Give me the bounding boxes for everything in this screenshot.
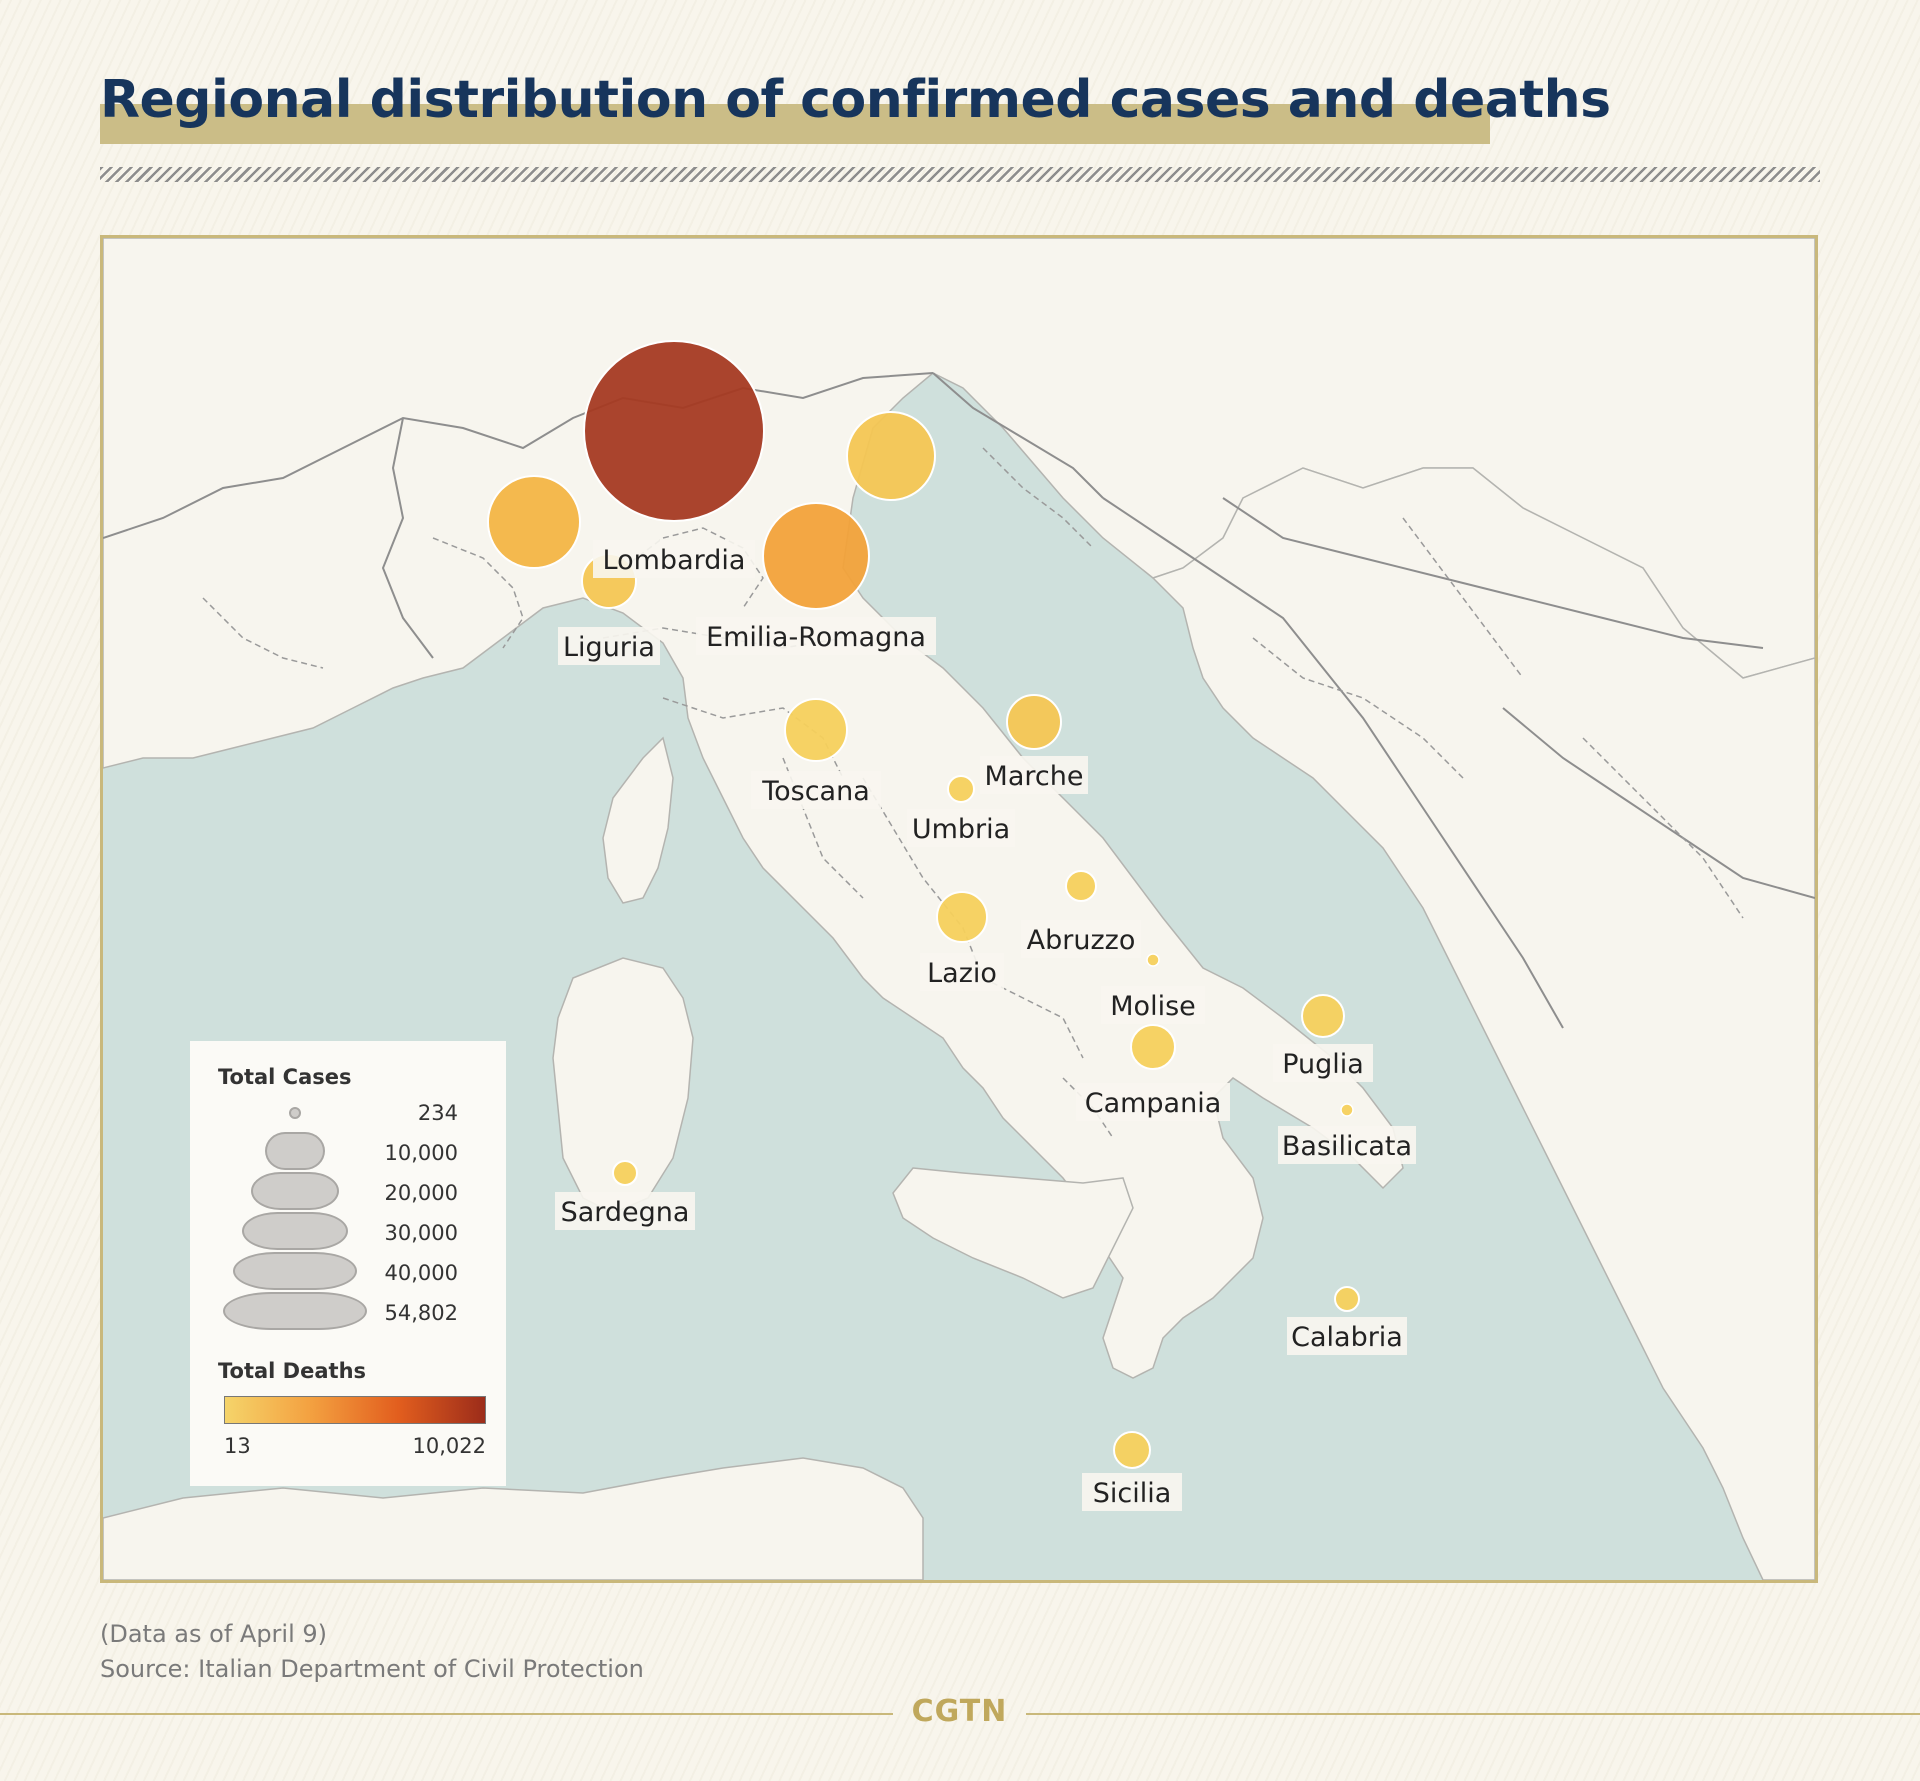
region-border-north-b	[982, 447, 1094, 549]
bubble-toscana[interactable]	[784, 698, 848, 762]
map-canvas[interactable]: Lombardia Emilia-Romagna Liguria Toscana…	[103, 238, 1815, 1580]
country-border-balkans-1	[1102, 497, 1564, 1029]
label-campania: Campania	[1085, 1088, 1222, 1119]
legend-size-swatch-1	[289, 1107, 301, 1119]
label-sicilia: Sicilia	[1093, 1478, 1172, 1509]
hatched-divider	[100, 167, 1820, 182]
label-puglia: Puglia	[1282, 1049, 1364, 1080]
label-molise: Molise	[1110, 991, 1196, 1022]
bubble-umbria[interactable]	[947, 775, 975, 803]
bubble-sicilia[interactable]	[1113, 1431, 1151, 1469]
region-bubbles	[487, 340, 1360, 1469]
legend-color-max: 10,022	[412, 1434, 486, 1458]
country-border-balkans-3	[1502, 707, 1815, 899]
legend-deaths-title: Total Deaths	[218, 1359, 367, 1383]
label-basilicata: Basilicata	[1282, 1131, 1412, 1162]
legend-size-value-4: 30,000	[384, 1221, 458, 1245]
label-liguria: Liguria	[563, 632, 655, 663]
land-corsica	[602, 736, 674, 904]
country-border-balkans-2	[1222, 497, 1764, 649]
page-title: Regional distribution of confirmed cases…	[100, 70, 1611, 130]
country-border-france	[381, 417, 434, 659]
country-border-slovenia	[932, 372, 1104, 499]
label-umbria: Umbria	[912, 814, 1010, 845]
legend-color-gradient	[224, 1396, 486, 1424]
bubble-calabria[interactable]	[1334, 1286, 1360, 1312]
region-border-balkans-c	[1582, 737, 1744, 919]
legend-color-min: 13	[224, 1434, 251, 1458]
map-legend: Total Cases 234 10,000 20,000 30,000 40,…	[190, 1041, 506, 1486]
region-border-piemonte	[432, 537, 524, 649]
bubble-veneto[interactable]	[846, 411, 936, 501]
region-border-central-1	[782, 757, 864, 899]
legend-size-value-6: 54,802	[384, 1301, 458, 1325]
map-panel[interactable]: Lombardia Emilia-Romagna Liguria Toscana…	[100, 235, 1818, 1583]
label-abruzzo: Abruzzo	[1027, 925, 1136, 956]
legend-size-swatch-4	[242, 1212, 348, 1250]
footer-rule-right	[1026, 1713, 1920, 1715]
label-toscana: Toscana	[761, 776, 870, 807]
legend-size-value-3: 20,000	[384, 1181, 458, 1205]
legend-size-swatch-3	[251, 1172, 339, 1210]
bubble-lombardia[interactable]	[583, 340, 765, 522]
label-emilia-romagna: Emilia-Romagna	[706, 622, 926, 653]
region-border-balkans-b	[1402, 517, 1524, 679]
region-labels: Lombardia Emilia-Romagna Liguria Toscana…	[555, 540, 1416, 1511]
footer-rule-left	[0, 1713, 893, 1715]
bubble-piemonte[interactable]	[487, 475, 581, 569]
label-sardegna: Sardegna	[561, 1197, 690, 1228]
region-border-north-a	[202, 597, 324, 669]
region-border-toscana	[662, 697, 844, 779]
title-underline-bar	[100, 104, 1490, 144]
bubble-puglia[interactable]	[1301, 994, 1345, 1038]
bubble-molise[interactable]	[1146, 953, 1160, 967]
cgtn-logo: CGTN	[911, 1694, 1008, 1729]
bubble-campania[interactable]	[1130, 1024, 1176, 1070]
legend-cases-title: Total Cases	[218, 1065, 352, 1089]
bubble-sardegna[interactable]	[612, 1160, 638, 1186]
data-date-note: (Data as of April 9)	[100, 1620, 328, 1648]
land-sicilia	[892, 1167, 1134, 1299]
region-border-balkans-a	[1252, 637, 1464, 779]
legend-size-value-2: 10,000	[384, 1141, 458, 1165]
label-calabria: Calabria	[1291, 1322, 1403, 1353]
bubble-emilia-romagna[interactable]	[762, 502, 870, 610]
country-border-alps	[103, 372, 934, 539]
legend-size-swatch-5	[233, 1252, 357, 1290]
legend-size-swatch-2	[265, 1132, 325, 1170]
bubble-marche[interactable]	[1006, 694, 1062, 750]
label-lazio: Lazio	[927, 958, 997, 989]
bubble-abruzzo[interactable]	[1065, 870, 1097, 902]
legend-size-swatch-6	[223, 1292, 367, 1330]
admin-borders	[103, 372, 1815, 1029]
legend-size-value-1: 234	[417, 1101, 458, 1125]
source-note: Source: Italian Department of Civil Prot…	[100, 1655, 644, 1683]
label-marche: Marche	[985, 761, 1084, 792]
label-lombardia: Lombardia	[603, 545, 746, 576]
bubble-basilicata[interactable]	[1340, 1103, 1354, 1117]
bubble-lazio[interactable]	[936, 891, 988, 943]
land-africa	[103, 1457, 924, 1580]
legend-size-value-5: 40,000	[384, 1261, 458, 1285]
land-balkans	[1151, 467, 1815, 1580]
